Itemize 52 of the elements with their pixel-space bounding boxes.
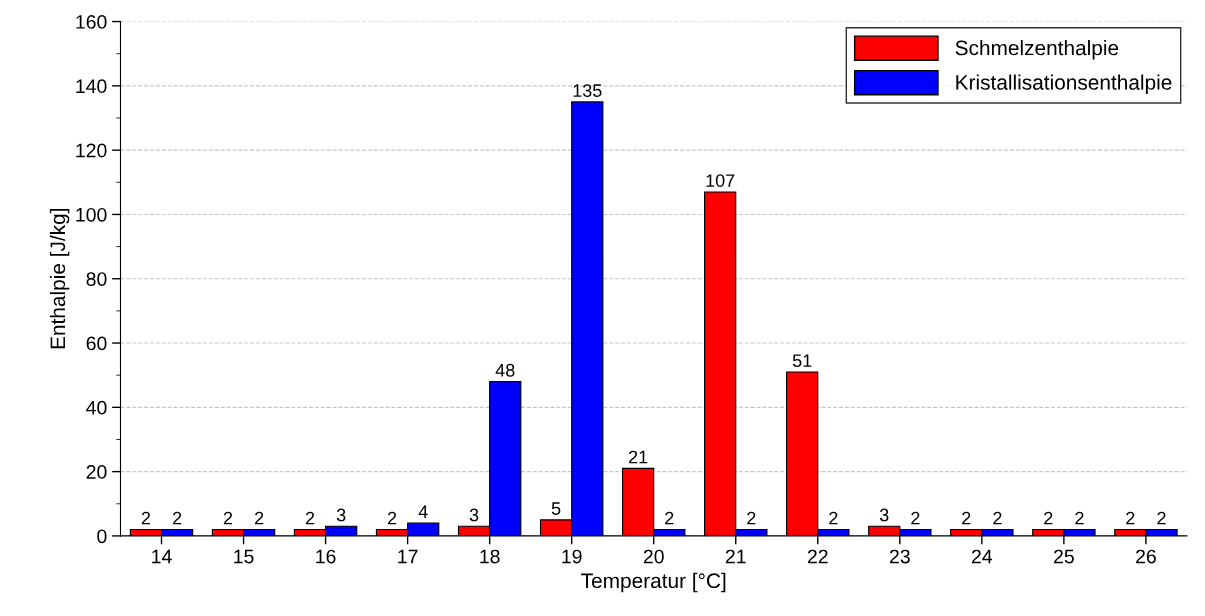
- x-tick-label: 18: [480, 549, 500, 564]
- x-tick-label: 15: [234, 549, 254, 564]
- data-label: 107: [706, 174, 735, 187]
- data-label: 3: [879, 508, 889, 522]
- data-label: 48: [495, 363, 515, 377]
- data-label: 135: [573, 84, 602, 97]
- x-tick-label: 16: [316, 549, 336, 564]
- y-tick-label: 80: [86, 272, 107, 286]
- y-tick-label: 40: [86, 400, 107, 415]
- x-tick-label: 26: [1136, 549, 1156, 564]
- y-tick-label: 0: [97, 529, 107, 544]
- data-label: 21: [628, 450, 648, 464]
- data-label: 2: [962, 511, 971, 525]
- data-label: 3: [336, 508, 346, 522]
- data-label: 2: [911, 511, 920, 525]
- x-axis-title: Temperatur [°C]: [581, 572, 726, 593]
- y-axis-title: Enthalpie [J/kg]: [49, 209, 70, 349]
- x-tick-label: 25: [1054, 549, 1074, 564]
- data-label: 5: [551, 502, 561, 515]
- x-tick-label: 19: [562, 549, 582, 564]
- x-tick-label: 14: [152, 549, 172, 564]
- data-label: 2: [255, 511, 264, 525]
- x-tick-label: 22: [807, 549, 828, 564]
- legend-label: Schmelzenthalpie: [955, 40, 1119, 60]
- data-label: 2: [1126, 511, 1135, 525]
- legend-label: Kristallisationsenthalpie: [956, 74, 1172, 94]
- y-tick-label: 100: [76, 207, 107, 222]
- data-label: 51: [792, 354, 812, 368]
- y-tick-label: 140: [76, 79, 107, 94]
- data-label: 2: [747, 511, 756, 525]
- y-tick-label: 20: [86, 465, 107, 479]
- x-tick-label: 21: [725, 549, 746, 564]
- data-label: 2: [305, 511, 315, 525]
- x-tick-label: 17: [398, 549, 418, 564]
- data-label: 2: [665, 511, 674, 525]
- data-label: 2: [141, 511, 151, 525]
- y-tick-label: 60: [86, 336, 107, 351]
- data-label: 3: [469, 508, 479, 522]
- data-label: 2: [1075, 511, 1084, 525]
- x-tick-label: 23: [889, 549, 910, 564]
- data-label: 2: [1157, 511, 1166, 525]
- x-tick-label: 24: [972, 549, 993, 564]
- y-tick-label: 160: [76, 15, 107, 29]
- data-label: 4: [418, 505, 428, 518]
- data-label: 2: [223, 511, 233, 525]
- data-label: 2: [1044, 511, 1053, 525]
- data-label: 2: [387, 511, 397, 525]
- data-label: 2: [172, 511, 182, 525]
- x-tick-label: 20: [643, 549, 664, 564]
- data-label: 2: [993, 511, 1002, 525]
- data-label: 2: [829, 511, 838, 525]
- y-tick-label: 120: [76, 143, 107, 158]
